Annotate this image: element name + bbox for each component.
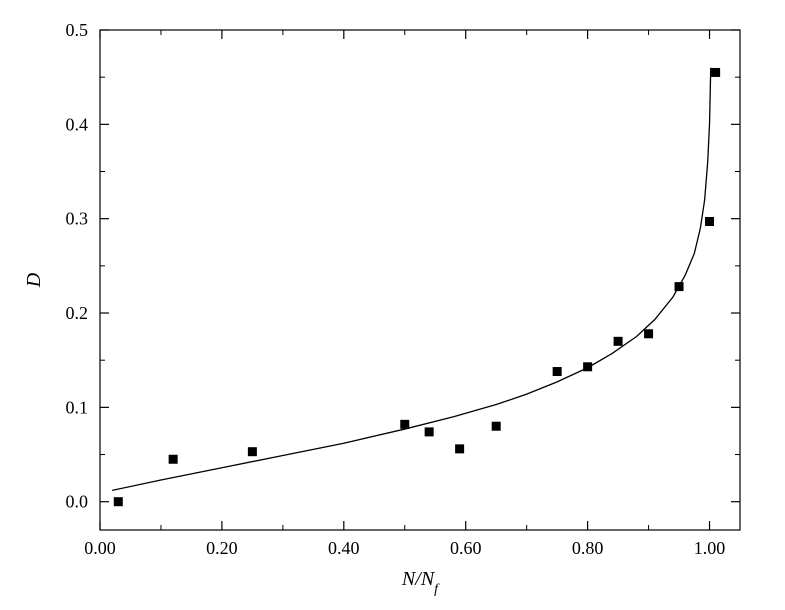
data-point: [553, 367, 562, 376]
y-tick-label: 0.0: [66, 492, 89, 512]
x-tick-label: 0.40: [328, 538, 360, 558]
chart-svg: 0.00 0.20 0.40 0.60 0.80 1.00 0.0 0.1 0.2 0.3 0.4 0…: [0, 0, 785, 610]
data-point: [614, 337, 623, 346]
y-tick-label: 0.3: [66, 209, 89, 229]
y-axis-label: D: [23, 272, 45, 288]
x-tick-label: 0.00: [84, 538, 116, 558]
data-point: [400, 420, 409, 429]
data-point: [169, 455, 178, 464]
x-tick-label: 0.20: [206, 538, 238, 558]
y-tick-label: 0.1: [66, 397, 89, 417]
data-point: [583, 362, 592, 371]
data-point: [248, 447, 257, 456]
data-point: [644, 329, 653, 338]
plot-frame: [100, 30, 740, 530]
data-point: [425, 427, 434, 436]
data-point: [705, 217, 714, 226]
data-point: [675, 282, 684, 291]
fit-curve: [112, 68, 711, 491]
data-point: [711, 68, 720, 77]
data-point: [492, 422, 501, 431]
y-tick-label: 0.2: [66, 303, 89, 323]
scatter-chart: 0.00 0.20 0.40 0.60 0.80 1.00 0.0 0.1 0.2 0.3 0.4 0…: [0, 0, 785, 610]
data-point: [114, 497, 123, 506]
x-tick-label: 0.80: [572, 538, 604, 558]
x-tick-label: 1.00: [694, 538, 726, 558]
data-point: [455, 444, 464, 453]
y-tick-label: 0.5: [66, 20, 89, 40]
y-tick-label: 0.4: [66, 114, 89, 134]
x-axis-label: N/Nf: [401, 568, 440, 597]
x-tick-label: 0.60: [450, 538, 482, 558]
